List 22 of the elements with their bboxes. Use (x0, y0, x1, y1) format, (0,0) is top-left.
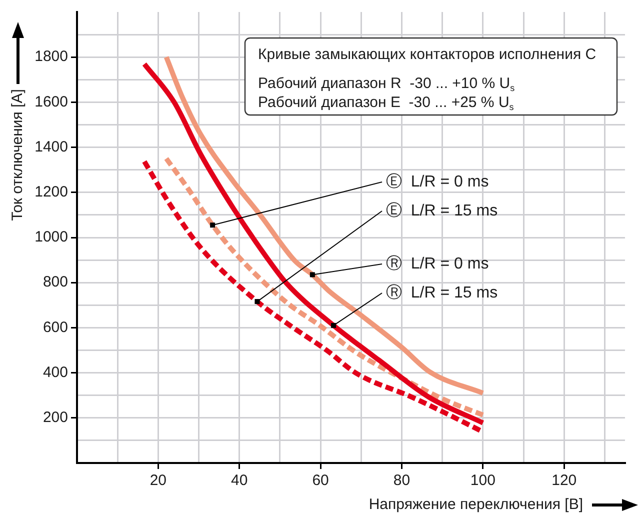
y-tick-label: 400 (42, 364, 68, 381)
x-tick-label: 120 (552, 472, 577, 490)
y-tick-label: 1600 (34, 93, 68, 110)
y-tick-label: 1000 (34, 228, 68, 246)
x-tick-label: 60 (312, 472, 329, 490)
y-tick-label: 1200 (34, 184, 68, 201)
y-tick-label: 1800 (34, 48, 68, 66)
x-axis-title: Напряжение переключения [B] (368, 496, 583, 514)
y-tick-label: 200 (42, 409, 68, 426)
y-axis-title: Ток отключения [A] (9, 89, 26, 221)
y-tick-label: 800 (42, 274, 68, 291)
annotation: Ⓔ L/R = 15 ms (386, 201, 498, 220)
x-tick-label: 40 (231, 472, 248, 490)
y-tick-label: 1400 (34, 138, 68, 156)
x-tick-label: 100 (470, 472, 496, 490)
x-tick-label: 80 (393, 472, 410, 490)
y-tick-label: 600 (42, 318, 68, 336)
annotation: Ⓡ L/R = 15 ms (386, 283, 498, 302)
annotation: Кривые замыкающих контакторов исполнения C (258, 46, 596, 64)
annotation: Ⓡ L/R = 0 ms (386, 254, 489, 272)
annotation: Ⓔ L/R = 0 ms (386, 172, 489, 190)
x-tick-label: 20 (150, 472, 167, 490)
